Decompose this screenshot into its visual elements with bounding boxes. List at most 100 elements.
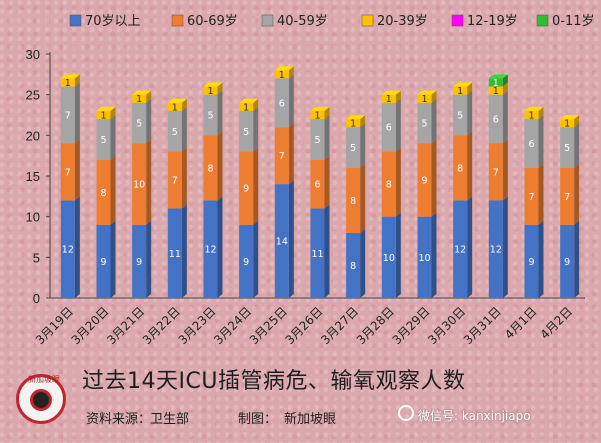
bar-value-label: 9 <box>528 257 534 268</box>
bar-segment <box>274 127 289 185</box>
bar-value-label: 8 <box>100 188 106 199</box>
bar-segment <box>417 102 432 144</box>
bar-value-label: 1 <box>350 119 356 130</box>
bar-value-label: 5 <box>314 135 320 146</box>
bar-value-label: 7 <box>564 192 570 203</box>
bar-segment <box>310 208 325 298</box>
bar-segment <box>453 94 468 136</box>
bar-segment <box>381 151 396 217</box>
bar-segment <box>488 78 503 87</box>
bar-segment-side <box>74 196 80 298</box>
bar-segment <box>488 94 503 144</box>
bar-value-label: 1 <box>314 111 320 122</box>
bar-top-face <box>346 115 366 120</box>
bar-value-label: 7 <box>528 192 534 203</box>
legend-label: 60-69岁 <box>187 14 238 29</box>
bar-segment <box>60 200 75 298</box>
bar-value-label: 1 <box>279 70 285 81</box>
bar-value-label: 1 <box>207 86 213 97</box>
bar-segment-side <box>574 123 580 168</box>
bar-segment <box>488 200 503 298</box>
bar-value-label: 12 <box>454 245 466 256</box>
bar-segment-side <box>181 98 187 111</box>
bar-segment-side <box>110 106 116 120</box>
bar-segment-side <box>181 147 187 209</box>
bar-segment-side <box>574 220 580 298</box>
bar-segment-side <box>502 90 508 144</box>
bar-value-label: 7 <box>172 176 178 187</box>
bar-top-face <box>488 74 508 79</box>
bar-segment <box>453 135 468 201</box>
bar-value-label: 5 <box>172 127 178 138</box>
x-tick-label: 4月2日 <box>538 304 576 342</box>
bar-segment-side <box>431 98 437 144</box>
bar-top-face <box>417 90 437 95</box>
bar-segment-side <box>74 139 80 201</box>
bar-segment <box>560 119 575 128</box>
bar-segment <box>417 94 432 103</box>
bar-value-label: 12 <box>490 245 502 256</box>
bar-value-label: 5 <box>207 111 213 122</box>
maker-value: 新加坡眼 <box>284 412 337 427</box>
bar-value-label: 12 <box>62 245 74 256</box>
legend-label: 70岁以上 <box>85 14 141 29</box>
bar-segment <box>96 159 111 225</box>
bar-segment <box>167 208 182 298</box>
bar-top-face <box>453 82 473 87</box>
bar-segment-side <box>181 106 187 152</box>
bar-segment <box>60 143 75 201</box>
bar-value-label: 10 <box>383 253 395 264</box>
bar-segment-side <box>395 212 401 298</box>
bar-segment-side <box>146 90 152 103</box>
bar-segment <box>560 224 575 298</box>
bar-segment <box>239 224 254 298</box>
bar-segment <box>381 102 396 152</box>
bar-value-label: 9 <box>243 257 249 268</box>
bar-segment-side <box>181 204 187 298</box>
x-tick-label: 3月31日 <box>461 304 504 347</box>
bar-value-label: 5 <box>136 119 142 130</box>
bar-segment <box>132 143 147 225</box>
bar-value-label: 7 <box>493 167 499 178</box>
bar-segment-side <box>253 98 259 111</box>
bar-segment-side <box>538 106 544 120</box>
bar-segment <box>203 200 218 298</box>
bar-value-label: 5 <box>243 127 249 138</box>
bar-value-label: 7 <box>279 151 285 162</box>
bar-value-label: 10 <box>418 253 430 264</box>
bar-segment-side <box>502 82 508 95</box>
bar-segment <box>524 110 539 120</box>
y-tick-label: 10 <box>26 210 40 225</box>
x-tick-label: 3月22日 <box>140 304 183 347</box>
y-tick-label: 25 <box>26 88 40 103</box>
bar-top-face <box>239 98 259 103</box>
bar-value-label: 1 <box>65 78 71 89</box>
bar-top-face <box>310 106 330 111</box>
bar-value-label: 6 <box>493 115 499 126</box>
legend-swatch <box>261 14 274 27</box>
bar-top-face <box>274 66 294 71</box>
x-tick-label: 3月28日 <box>354 304 397 347</box>
legend-swatch <box>361 14 374 27</box>
bar-segment-side <box>574 115 580 128</box>
x-tick-label: 3月26日 <box>283 304 326 347</box>
bar-segment <box>417 216 432 298</box>
x-tick-label: 3月25日 <box>247 304 290 347</box>
bar-segment-side <box>395 98 401 152</box>
bar-value-label: 1 <box>493 78 499 89</box>
bar-segment-side <box>467 82 473 95</box>
bar-segment <box>524 224 539 298</box>
logo-icon <box>16 374 66 424</box>
legend-swatch <box>451 14 464 27</box>
bar-value-label: 1 <box>136 94 142 105</box>
bar-segment-side <box>324 115 330 160</box>
bar-value-label: 5 <box>564 143 570 154</box>
x-tick-label: 4月1日 <box>502 304 540 342</box>
bar-segment-side <box>395 90 401 103</box>
bar-segment-side <box>360 115 366 128</box>
bar-value-label: 11 <box>311 249 323 260</box>
legend-swatch <box>171 14 184 27</box>
bar-segment <box>132 224 147 298</box>
bar-segment-side <box>288 66 294 79</box>
